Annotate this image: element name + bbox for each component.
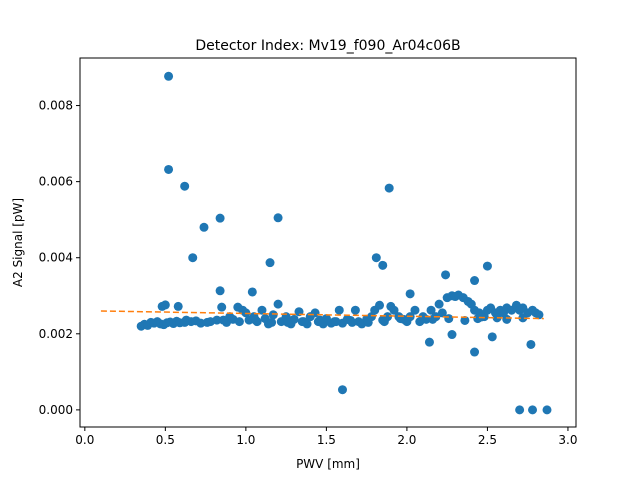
data-point [426,305,436,315]
data-point [337,385,347,395]
data-point [273,213,283,223]
data-point [273,299,283,309]
data-point [441,270,451,280]
data-point [180,317,190,327]
x-axis: 0.0 0.5 1.0 1.5 2.0 2.5 3.0 [75,427,577,447]
data-point [164,71,174,81]
data-point [265,258,275,268]
x-tick-label: 0.0 [75,433,94,447]
x-tick-label: 2.0 [397,433,416,447]
data-point [347,317,357,327]
data-point [434,299,444,309]
data-point [199,222,209,232]
y-axis: 0.000 0.002 0.004 0.006 0.008 [39,99,80,417]
x-tick-label: 1.5 [317,433,336,447]
data-point [518,313,528,323]
axes-frame [80,58,576,427]
data-point [215,286,225,296]
data-point [470,276,480,286]
data-point [384,183,394,193]
data-point [283,317,293,327]
x-axis-label: PWV [mm] [296,457,360,471]
data-point [378,260,388,270]
data-point [534,310,544,320]
chart-title: Detector Index: Mv19_f090_Ar04c06B [195,38,460,54]
data-point [268,310,278,320]
y-tick-label: 0.002 [39,327,73,341]
data-point [526,339,536,349]
data-point [334,305,344,315]
data-point [424,337,434,347]
data-point [350,305,360,315]
data-point [202,317,212,327]
data-point [363,317,373,327]
data-point [299,317,309,327]
data-point [502,314,512,324]
data-point [487,332,497,342]
y-tick-label: 0.006 [39,175,73,189]
data-point [542,405,552,415]
data-point [444,314,454,324]
x-tick-label: 2.5 [478,433,497,447]
x-tick-label: 1.0 [236,433,255,447]
data-point [470,347,480,357]
data-point [371,253,381,263]
fit-line [100,310,544,320]
y-axis-label: A2 Signal [pW] [11,198,25,287]
data-point [188,253,198,263]
data-point [331,317,341,327]
data-point [482,261,492,271]
data-point [528,405,538,415]
data-point [447,330,457,340]
y-tick-label: 0.008 [39,99,73,113]
data-point [257,305,267,315]
x-tick-label: 3.0 [558,433,577,447]
data-point [173,301,183,311]
plot-area [100,71,552,415]
data-point [180,181,190,191]
data-point [251,315,261,325]
data-point [379,317,389,327]
data-point [515,405,525,415]
data-point [267,317,277,327]
data-point [405,289,415,299]
data-point [217,302,227,312]
x-tick-label: 0.5 [156,433,175,447]
data-point [215,213,225,223]
y-tick-label: 0.004 [39,251,73,265]
data-point [375,300,385,310]
data-point [247,287,257,297]
data-point [212,315,222,325]
data-point [164,164,174,174]
y-tick-label: 0.000 [39,403,73,417]
data-point [218,315,228,325]
data-point [160,300,170,310]
data-point [410,305,420,315]
data-point [437,308,447,318]
data-point [315,315,325,325]
data-point [460,315,470,325]
axes-border [79,57,577,428]
data-point [234,317,244,327]
data-point [389,305,399,315]
